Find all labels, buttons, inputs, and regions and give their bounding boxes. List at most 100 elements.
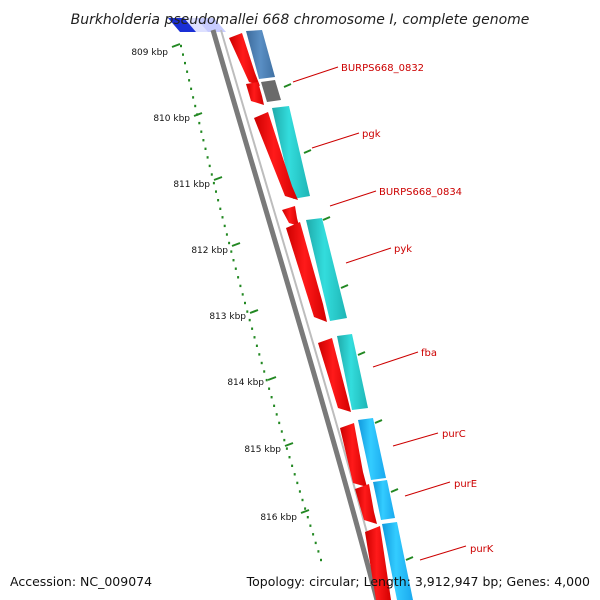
- scale-dot: [263, 370, 266, 373]
- scale-dotted-track: [180, 44, 322, 562]
- scale-tick: [231, 242, 241, 247]
- scale-tick: [171, 43, 181, 48]
- scale-dot: [309, 524, 312, 527]
- gene-label-purC: purC: [442, 429, 466, 440]
- scale-dot: [182, 53, 184, 56]
- scale-dot: [215, 190, 217, 193]
- scale-dot: [221, 216, 224, 219]
- top-edge-features: [168, 18, 226, 32]
- feature-light-blue: [196, 18, 226, 32]
- genome-stats-text: Topology: circular; Length: 3,912,947 bp…: [246, 574, 590, 589]
- label-leader: [392, 432, 439, 447]
- scale-dot: [298, 490, 301, 493]
- gene-arrow-pgk: [254, 112, 298, 200]
- scale-dot: [210, 173, 213, 176]
- scale-dot: [212, 181, 215, 185]
- scale-dot: [232, 259, 235, 262]
- scale-dot: [219, 207, 222, 210]
- scale-dot: [306, 516, 309, 519]
- gene-labels: BURPS668_0832 pgk BURPS668_0834 pyk fba …: [292, 63, 494, 561]
- scale-dot: [239, 284, 242, 288]
- outer-tick: [340, 284, 349, 289]
- outer-tick: [390, 488, 399, 493]
- chromosome-backbone: [210, 29, 380, 600]
- scale-dot: [208, 164, 211, 168]
- outer-tick: [374, 419, 383, 424]
- cog-block-purK: [382, 522, 413, 600]
- outer-tick: [322, 216, 331, 221]
- scale-label-813: 813 kbp: [209, 312, 246, 322]
- gene-arrow-pyk: [286, 222, 327, 322]
- gene-label-purK: purK: [470, 544, 494, 555]
- scale-dot: [314, 541, 317, 545]
- gene-arrow: [229, 33, 260, 86]
- label-leader: [329, 190, 377, 207]
- scale-label-811: 811 kbp: [173, 180, 210, 190]
- cog-block-pgk: [272, 106, 310, 199]
- scale-dot: [253, 336, 256, 339]
- scale-tick: [284, 442, 294, 447]
- scale-dot: [230, 250, 233, 253]
- outer-tick: [357, 351, 366, 356]
- scale-dot: [283, 438, 286, 442]
- gene-arrow-burps0834: [282, 206, 299, 226]
- gene-arrow-fba: [318, 338, 351, 412]
- scale-dot: [285, 447, 288, 450]
- scale-dot: [255, 344, 258, 347]
- outer-ticks: [283, 83, 414, 561]
- scale-dot: [198, 121, 201, 125]
- cog-block-gray: [261, 80, 281, 102]
- scale-label-812: 812 kbp: [191, 246, 228, 256]
- scale-dot: [234, 267, 237, 270]
- scale-dot: [270, 396, 273, 399]
- scale-tick: [267, 376, 277, 381]
- scale-label-816: 816 kbp: [260, 513, 297, 523]
- scale-dot: [304, 507, 307, 510]
- outer-tick: [303, 149, 312, 154]
- scale-dot: [293, 473, 296, 476]
- scale-dot: [200, 130, 203, 133]
- gene-arrow-purE: [355, 484, 377, 524]
- gene-arrow: [246, 82, 264, 105]
- scale-dot: [228, 241, 231, 245]
- scale-dot: [278, 421, 281, 425]
- scale-label-815: 815 kbp: [244, 445, 281, 455]
- scale-tick: [193, 112, 203, 117]
- scale-dot: [273, 404, 276, 407]
- scale-dot: [241, 293, 244, 296]
- gene-arrow-purK: [365, 526, 391, 600]
- gene-arrow-purC: [340, 423, 367, 487]
- scale-dot: [217, 199, 220, 202]
- map-title: Burkholderia pseudomallei 668 chromosome…: [71, 12, 530, 28]
- scale-tick: [213, 176, 223, 181]
- scale-dot: [188, 79, 191, 82]
- gene-label-purE: purE: [454, 479, 477, 490]
- scale-dot: [204, 147, 207, 150]
- feature-blue: [168, 18, 196, 32]
- label-leader: [419, 545, 467, 561]
- gene-label-fba: fba: [421, 348, 437, 359]
- scale-dot: [275, 413, 278, 416]
- scale-dot: [237, 276, 240, 279]
- scale-dot: [251, 327, 254, 330]
- scale-dot: [186, 70, 189, 73]
- chromosome-backbone-highlight: [220, 29, 386, 600]
- scale-dot: [288, 456, 291, 459]
- scale-label-810: 810 kbp: [153, 114, 190, 124]
- scale-dot: [194, 104, 197, 108]
- scale-dot: [248, 318, 251, 322]
- cog-block-purE: [373, 480, 395, 520]
- cog-block-purC: [358, 418, 386, 480]
- scale-dot: [246, 310, 249, 313]
- scale-tick: [300, 509, 310, 514]
- scale-dot: [291, 464, 294, 467]
- label-leader: [311, 132, 360, 149]
- cog-track: [246, 30, 413, 600]
- scale-dot: [296, 481, 299, 485]
- scale-ticks: 809 kbp 810 kbp 811 kbp 812 kbp 813 kbp …: [131, 43, 310, 523]
- label-leader: [292, 66, 339, 83]
- gene-label-pgk: pgk: [362, 129, 381, 140]
- cog-block-fba: [337, 334, 368, 410]
- label-leader: [404, 481, 451, 497]
